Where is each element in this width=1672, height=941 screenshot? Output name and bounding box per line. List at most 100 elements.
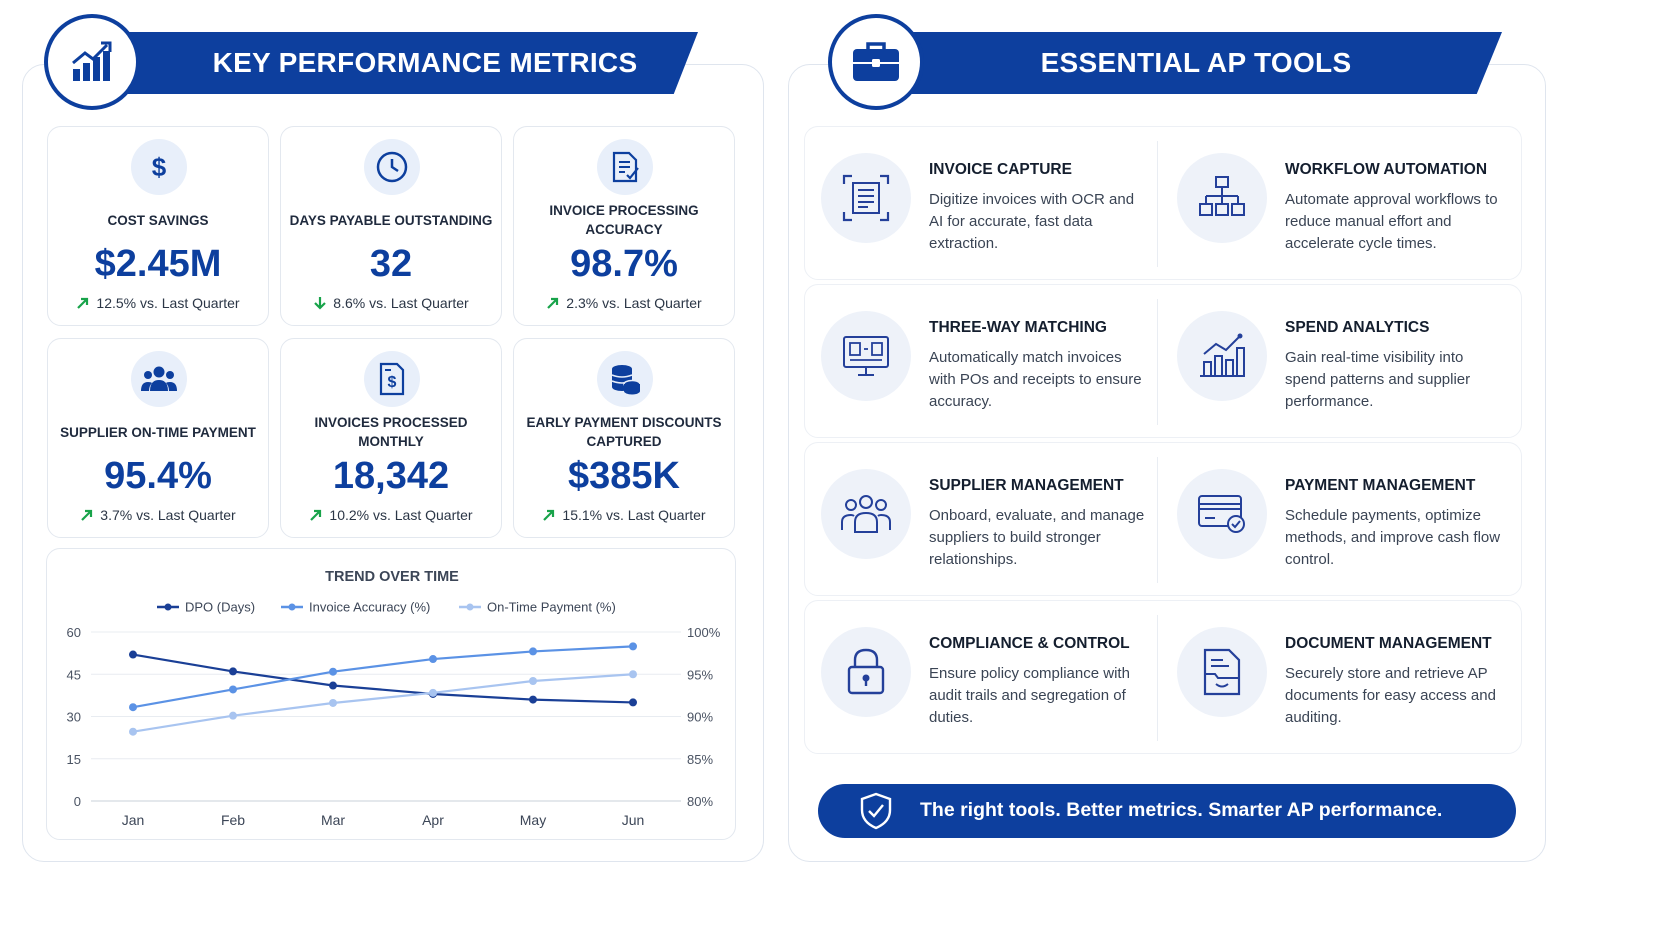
tool-title: SUPPLIER MANAGEMENT	[929, 477, 1124, 494]
legend-marker	[164, 603, 172, 611]
scan-document-icon	[821, 153, 911, 243]
x-tick-label: Jan	[122, 812, 145, 828]
data-point	[129, 727, 137, 736]
tool-desc: Onboard, evaluate, and manage suppliers …	[929, 507, 1145, 568]
kpi-change: 15.1% vs. Last Quarter	[514, 507, 734, 523]
shield-check-icon	[860, 792, 892, 830]
document-folder-icon	[1177, 627, 1267, 717]
legend-label: DPO (Days)	[185, 600, 255, 615]
data-point	[229, 685, 237, 694]
analytics-icon	[1177, 311, 1267, 401]
y-left-tick-label: 15	[67, 752, 81, 767]
y-left-tick-label: 0	[74, 794, 81, 809]
kpi-change-text: 15.1% vs. Last Quarter	[562, 507, 706, 523]
kpi-change: 10.2% vs. Last Quarter	[281, 507, 501, 523]
kpi-change: 8.6% vs. Last Quarter	[281, 295, 501, 311]
kpi-value: 95.4%	[104, 455, 212, 497]
tool-row: SUPPLIER MANAGEMENT Onboard, evaluate, a…	[804, 442, 1522, 596]
arrow-up-icon	[547, 297, 559, 309]
document-check-icon	[597, 139, 653, 195]
kpi-change: 12.5% vs. Last Quarter	[48, 295, 268, 311]
series-line	[132, 673, 634, 733]
tool-desc: Ensure policy compliance with audit trai…	[929, 665, 1130, 726]
tool-title: THREE-WAY MATCHING	[929, 319, 1107, 336]
data-point	[529, 677, 537, 686]
tool-desc: Automatically match invoices with POs an…	[929, 349, 1142, 410]
tool-divider	[1157, 141, 1158, 267]
kpi-label: INVOICES PROCESSED MONTHLY	[314, 415, 468, 449]
tool-divider	[1157, 299, 1158, 425]
briefcase-icon	[828, 14, 924, 110]
kpi-card-invoice-accuracy: INVOICE PROCESSING ACCURACY 98.7% 2.3% v…	[513, 126, 735, 326]
lock-icon	[821, 627, 911, 717]
svg-text:$: $	[388, 374, 397, 391]
invoice-dollar-icon: $	[364, 351, 420, 407]
tool-title: SPEND ANALYTICS	[1285, 319, 1430, 336]
legend-label: Invoice Accuracy (%)	[309, 600, 430, 615]
arrow-up-icon	[310, 509, 322, 521]
tool-desc: Digitize invoices with OCR and AI for ac…	[929, 191, 1135, 252]
kpi-card-supplier-on-time: SUPPLIER ON-TIME PAYMENT 95.4% 3.7% vs. …	[47, 338, 269, 538]
tool-title: WORKFLOW AUTOMATION	[1285, 161, 1488, 178]
tool-payment-management: PAYMENT MANAGEMENT Schedule payments, op…	[1161, 443, 1513, 597]
chart-title: TREND OVER TIME	[325, 569, 459, 585]
monitor-match-icon	[821, 311, 911, 401]
tool-supplier-management: SUPPLIER MANAGEMENT Onboard, evaluate, a…	[805, 443, 1157, 597]
tool-desc: Securely store and retrieve AP documents…	[1285, 665, 1496, 726]
kpi-change-text: 12.5% vs. Last Quarter	[96, 295, 240, 311]
tool-row: COMPLIANCE & CONTROL Ensure policy compl…	[804, 600, 1522, 754]
data-point	[629, 670, 637, 679]
data-point	[129, 703, 137, 712]
trend-chart: TREND OVER TIME DPO (Days) Invoice Accurac…	[67, 569, 721, 828]
people-icon	[131, 351, 187, 407]
kpi-change-text: 8.6% vs. Last Quarter	[333, 295, 469, 311]
data-point	[529, 647, 537, 656]
kpi-value: 98.7%	[570, 243, 678, 285]
data-point	[329, 698, 337, 707]
dollar-icon: $	[131, 139, 187, 195]
workflow-icon	[1177, 153, 1267, 243]
y-right-tick-label: 95%	[687, 667, 713, 682]
series-line	[132, 645, 634, 709]
kpi-card-invoices-processed: $ INVOICES PROCESSED MONTHLY 18,342 10.2…	[280, 338, 502, 538]
data-point	[529, 695, 537, 704]
x-tick-label: Jun	[622, 812, 645, 828]
x-tick-label: Apr	[422, 812, 444, 828]
tool-desc: Gain real-time visibility into spend pat…	[1285, 349, 1471, 410]
tool-title: COMPLIANCE & CONTROL	[929, 635, 1130, 652]
kpi-change: 2.3% vs. Last Quarter	[514, 295, 734, 311]
legend-label: On-Time Payment (%)	[487, 600, 616, 615]
tool-desc: Schedule payments, optimize methods, and…	[1285, 507, 1501, 568]
tool-title: PAYMENT MANAGEMENT	[1285, 477, 1476, 494]
tool-row: THREE-WAY MATCHING Automatically match i…	[804, 284, 1522, 438]
tool-divider	[1157, 457, 1158, 583]
x-tick-label: Mar	[321, 812, 345, 828]
svg-text:$: $	[152, 152, 167, 182]
tool-three-way-matching: THREE-WAY MATCHING Automatically match i…	[805, 285, 1157, 439]
tool-title: INVOICE CAPTURE	[929, 161, 1072, 178]
data-point	[329, 667, 337, 676]
series-line	[132, 653, 634, 704]
tool-divider	[1157, 615, 1158, 741]
y-right-tick-label: 85%	[687, 752, 713, 767]
data-point	[629, 698, 637, 707]
clock-icon	[364, 139, 420, 195]
y-left-tick-label: 45	[67, 667, 81, 682]
tool-workflow-automation: WORKFLOW AUTOMATION Automate approval wo…	[1161, 127, 1513, 281]
kpi-change: 3.7% vs. Last Quarter	[48, 507, 268, 523]
y-left-tick-label: 30	[67, 710, 81, 725]
kpi-value: 18,342	[332, 455, 450, 497]
kpi-label: COST SAVINGS	[107, 212, 209, 228]
arrow-up-icon	[81, 509, 93, 521]
kpi-change-text: 3.7% vs. Last Quarter	[100, 507, 236, 523]
kpi-value: $2.45M	[94, 243, 222, 285]
kpi-panel-title: KEY PERFORMANCE METRICS	[92, 32, 698, 94]
tools-panel-title: ESSENTIAL AP TOOLS	[870, 32, 1502, 94]
tool-compliance-control: COMPLIANCE & CONTROL Ensure policy compl…	[805, 601, 1157, 755]
data-point	[629, 642, 637, 651]
arrow-up-icon	[543, 509, 555, 521]
arrow-up-icon	[77, 297, 89, 309]
tool-spend-analytics: SPEND ANALYTICS Gain real-time visibilit…	[1161, 285, 1513, 439]
x-tick-label: Feb	[221, 812, 245, 828]
y-right-tick-label: 90%	[687, 710, 713, 725]
